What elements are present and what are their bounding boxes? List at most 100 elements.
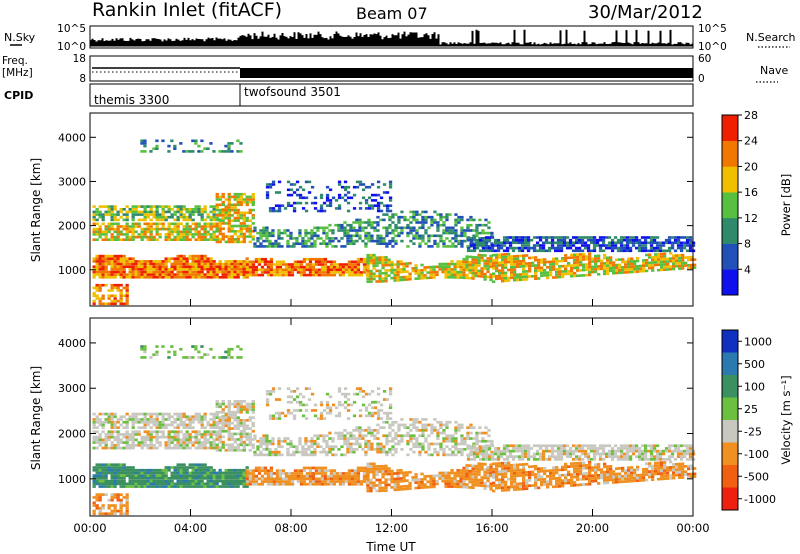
power-cell xyxy=(200,235,204,239)
power-cell xyxy=(474,258,478,262)
power-cell xyxy=(469,218,473,222)
velocity-cell xyxy=(350,469,355,472)
power-cell xyxy=(227,198,231,201)
power-cell xyxy=(355,218,359,222)
velocity-cell xyxy=(579,467,583,470)
velocity-cell xyxy=(227,438,231,441)
power-cell xyxy=(265,196,270,200)
velocity-cell xyxy=(669,468,673,472)
power-cell xyxy=(292,245,296,248)
power-cell xyxy=(513,260,517,263)
velocity-cell xyxy=(251,480,256,483)
power-cell xyxy=(375,261,379,265)
power-cell xyxy=(492,253,496,257)
power-cell xyxy=(423,274,427,277)
velocity-cell xyxy=(176,482,180,486)
velocity-cell xyxy=(245,432,249,436)
power-cell xyxy=(682,236,687,239)
power-cell xyxy=(651,258,655,262)
velocity-cell xyxy=(280,453,284,457)
velocity-cell xyxy=(248,477,253,481)
power-cell xyxy=(681,259,685,262)
power-cell xyxy=(568,246,573,250)
velocity-cell xyxy=(414,481,418,484)
power-cell xyxy=(613,241,618,245)
velocity-cell xyxy=(248,448,252,452)
velocity-cell xyxy=(149,435,153,439)
power-cell xyxy=(176,276,180,279)
velocity-cell xyxy=(218,416,222,419)
velocity-cell xyxy=(170,435,174,439)
velocity-cell xyxy=(262,439,266,443)
velocity-cell xyxy=(158,477,162,480)
power-cell xyxy=(586,236,591,239)
velocity-cell xyxy=(636,479,640,482)
power-cell xyxy=(164,268,168,271)
power-cell xyxy=(194,210,198,214)
power-cell xyxy=(212,235,216,239)
power-cell xyxy=(619,249,624,253)
power-cell xyxy=(364,221,368,224)
velocity-cell xyxy=(224,468,228,472)
power-cell xyxy=(320,260,325,264)
power-cell xyxy=(522,265,526,268)
power-cell xyxy=(122,260,126,263)
power-cell xyxy=(373,193,378,197)
velocity-cell xyxy=(116,474,120,477)
power-cell xyxy=(447,262,451,266)
power-cell xyxy=(313,201,318,205)
velocity-cell xyxy=(212,426,216,429)
power-cell xyxy=(275,263,280,266)
power-cell xyxy=(430,221,434,224)
velocity-cell xyxy=(134,430,138,434)
velocity-cell xyxy=(459,469,463,472)
velocity-cell xyxy=(465,466,469,470)
velocity-cell xyxy=(474,475,478,479)
velocity-cell xyxy=(197,474,201,477)
power-cell xyxy=(543,263,547,267)
power-cell xyxy=(319,204,324,207)
power-cell xyxy=(167,235,171,239)
power-cell xyxy=(675,262,679,265)
velocity-cell xyxy=(203,477,207,480)
velocity-cell xyxy=(690,475,694,479)
velocity-cell xyxy=(561,479,565,482)
power-cell xyxy=(526,238,531,242)
power-cell xyxy=(158,213,162,216)
velocity-cell xyxy=(447,471,451,475)
velocity-cell xyxy=(477,470,481,474)
power-cell xyxy=(481,229,485,232)
velocity-cell xyxy=(284,472,289,475)
power-cell xyxy=(116,238,120,241)
velocity-cell xyxy=(411,476,415,479)
power-cell xyxy=(502,249,507,253)
power-cell xyxy=(414,266,418,270)
power-cell xyxy=(372,264,376,267)
power-cell xyxy=(185,276,189,279)
velocity-cell xyxy=(179,485,183,488)
power-cell xyxy=(197,273,201,276)
power-cell xyxy=(508,246,513,250)
power-cell xyxy=(173,147,177,150)
power-cell xyxy=(553,236,558,239)
velocity-cell xyxy=(125,433,129,436)
power-cell xyxy=(143,144,147,148)
velocity-cell xyxy=(408,470,412,474)
power-cell xyxy=(92,238,96,241)
velocity-cell xyxy=(606,481,610,485)
power-cell xyxy=(603,269,607,273)
power-cell xyxy=(292,183,297,186)
power-cell xyxy=(444,276,448,279)
power-cell xyxy=(571,236,576,239)
velocity-cell xyxy=(110,423,114,427)
power-cell xyxy=(660,263,664,266)
power-cell xyxy=(191,270,195,274)
power-cell xyxy=(421,223,425,227)
power-cell xyxy=(420,271,424,275)
power-cell xyxy=(432,268,436,271)
power-cell xyxy=(366,275,370,278)
velocity-cell xyxy=(338,482,343,486)
power-cell xyxy=(657,258,661,261)
velocity-cell xyxy=(116,435,120,439)
power-cell xyxy=(534,266,538,270)
